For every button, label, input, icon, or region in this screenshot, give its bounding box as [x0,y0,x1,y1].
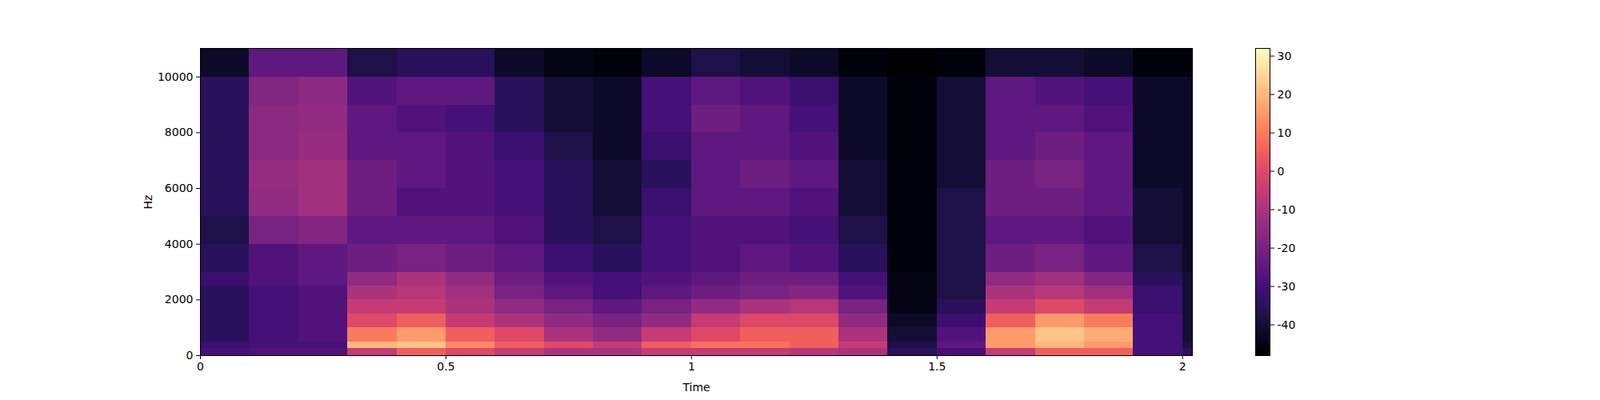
svg-text:10: 10 [1277,126,1292,140]
svg-text:1: 1 [688,360,696,373]
svg-text:2000: 2000 [164,292,194,306]
svg-text:Time: Time [681,380,710,394]
svg-text:Hz: Hz [141,195,155,210]
svg-text:2: 2 [1179,360,1187,373]
svg-text:-10: -10 [1277,203,1296,216]
svg-text:-40: -40 [1277,318,1296,332]
svg-text:8000: 8000 [164,125,194,139]
svg-text:-30: -30 [1277,280,1296,293]
svg-text:1.5: 1.5 [928,360,946,373]
svg-text:0: 0 [196,360,204,373]
svg-text:-20: -20 [1277,241,1296,255]
svg-text:0: 0 [1277,164,1285,178]
svg-text:0: 0 [186,348,194,362]
svg-text:10000: 10000 [157,70,194,84]
svg-text:4000: 4000 [164,237,194,251]
svg-text:20: 20 [1277,88,1292,101]
svg-text:6000: 6000 [164,181,194,195]
svg-text:0.5: 0.5 [436,360,455,373]
svg-text:30: 30 [1277,49,1292,63]
